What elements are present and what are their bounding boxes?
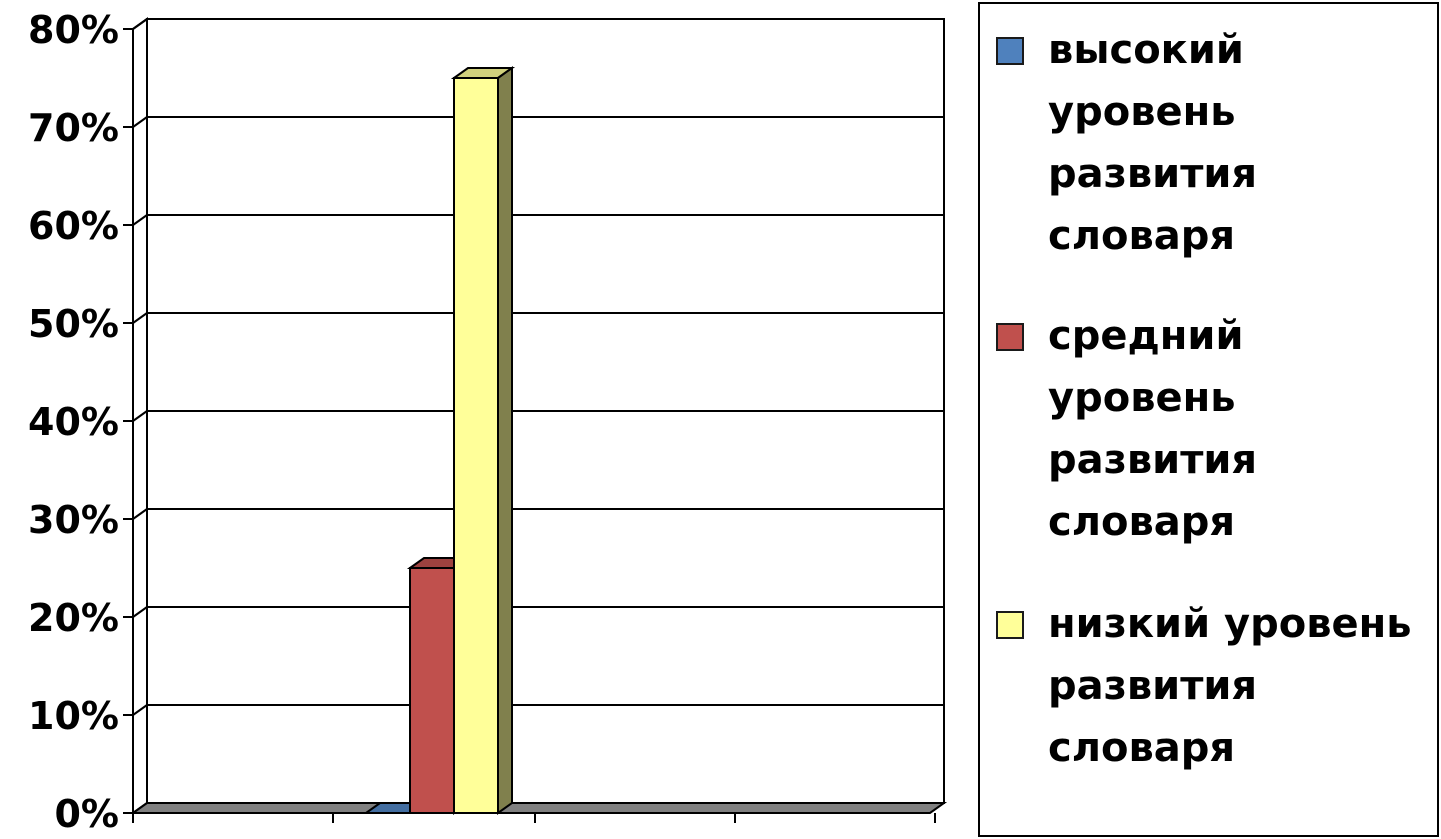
gridline-side (132, 18, 148, 30)
gridline-side (132, 508, 148, 520)
gridline-side (132, 214, 148, 226)
y-tick-label: 70% (28, 106, 119, 150)
bar-2 (450, 66, 516, 815)
gridline-side (132, 606, 148, 618)
legend-swatch-high (996, 37, 1024, 65)
y-tick-label: 40% (28, 400, 119, 444)
y-tick-label: 30% (28, 498, 119, 542)
y-tick-label: 0% (54, 792, 119, 836)
gridline-side (132, 410, 148, 422)
bar-front (409, 567, 455, 814)
y-tick-label: 10% (28, 694, 119, 738)
y-tick-label: 20% (28, 596, 119, 640)
plot-walls (132, 17, 945, 815)
legend-label-medium: средний уровень развития словаря (1048, 313, 1258, 545)
legend: высокий уровень развития словаря средний… (978, 2, 1439, 837)
legend-swatch-low (996, 611, 1024, 639)
gridline-side (132, 704, 148, 716)
y-tick-label: 50% (28, 302, 119, 346)
legend-label-low: низкий уровень развития словаря (1048, 601, 1412, 771)
bar-front (453, 77, 499, 814)
y-tick-label: 80% (28, 8, 119, 52)
floor (129, 802, 948, 814)
legend-swatch-medium (996, 323, 1024, 351)
bars (362, 66, 516, 815)
y-tick-labels: 0% 10% 20% 30% 40% 50% 60% 70% 80% (28, 8, 119, 836)
y-tick-label: 60% (28, 204, 119, 248)
gridline-side (132, 116, 148, 128)
bar-side (497, 66, 513, 815)
y-axis (123, 28, 936, 823)
gridline-side (132, 312, 148, 324)
gridlines (132, 18, 944, 716)
legend-label-high: высокий уровень развития словаря (1048, 27, 1258, 259)
plot-floor (129, 802, 948, 814)
